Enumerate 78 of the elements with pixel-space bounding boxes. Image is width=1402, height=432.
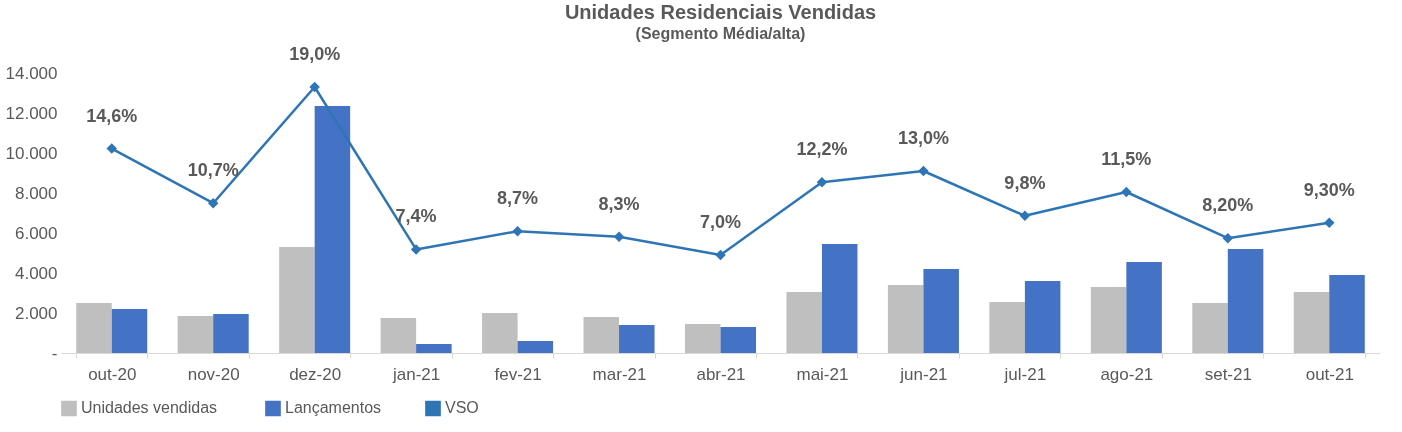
point [1222,232,1234,244]
y-tick-label: 10.000 [5,143,58,163]
y-tick-label: 8.000 [14,183,58,203]
point [613,231,625,243]
x-tick-label: abr-21 [696,364,746,384]
x-tick-label: fev-21 [494,364,542,384]
point [309,81,320,93]
bar [416,344,452,353]
y-tick-label: 14.000 [5,63,58,83]
legend-label: VSO [445,399,479,417]
legend-label: Unidades vendidas [81,399,218,417]
bar [720,327,757,353]
x-tick-label: mar-21 [592,364,647,384]
point [1019,210,1031,222]
bar [1293,292,1330,353]
point [106,143,117,154]
data-label: 19,0% [289,44,341,64]
bar [111,309,148,353]
bar [989,302,1025,353]
data-label: 9,8% [1004,172,1046,193]
bar [517,341,554,353]
data-label: 10,7% [187,160,239,181]
data-label: 8,20% [1202,195,1254,216]
chart-subtitle: (Segmento Média/alta) [635,25,806,42]
data-label: 11,5% [1101,149,1152,169]
point [410,244,422,255]
data-label: 8,3% [598,193,640,214]
bar [76,303,112,353]
y-tick-label: 12.000 [5,103,58,123]
bar [619,325,655,353]
bar [1227,249,1264,353]
data-label: 8,7% [497,188,539,209]
y-tick-label: - [51,343,58,363]
bar [1329,275,1365,353]
bar [380,318,417,353]
point [918,165,929,177]
x-tick-label: set-21 [1204,364,1252,384]
bar [482,313,518,353]
x-tick-label: jul-21 [1003,364,1047,384]
y-tick-label: 4.000 [14,263,58,283]
bar [1090,287,1127,353]
bar [684,324,721,353]
data-label: 12,2% [796,139,848,160]
x-tick-label: nov-20 [187,364,240,384]
x-tick-label: out-21 [1305,364,1354,384]
bar [887,285,924,353]
point [1324,217,1335,229]
bar [314,106,351,353]
data-label: 7,4% [395,206,437,227]
bar [1024,281,1061,353]
x-tick-label: jan-21 [391,364,441,384]
bar [213,314,249,353]
bar [583,317,620,353]
y-tick-label: 6.000 [14,223,58,243]
point [512,225,523,237]
bar [821,244,858,353]
bar [1192,303,1228,353]
data-label: 13,0% [897,128,949,148]
bar [1126,262,1162,353]
bar [279,247,315,353]
x-tick-label: ago-21 [1100,364,1154,384]
x-tick-label: out-20 [88,364,137,384]
bar [923,269,959,353]
point [816,176,828,188]
chart-title: Unidades Residenciais Vendidas [564,1,877,23]
data-label: 9,30% [1303,179,1355,200]
bar [177,316,214,353]
x-tick-label: jun-21 [899,364,948,384]
y-tick-label: 2.000 [14,303,58,323]
bar [786,292,822,353]
data-label: 7,0% [699,212,742,232]
x-tick-label: mai-21 [796,364,849,384]
x-tick-label: dez-20 [289,364,342,384]
point [715,249,726,261]
point [1121,186,1132,198]
point [207,197,219,209]
legend-label: Lançamentos [285,399,382,417]
data-label: 14,6% [86,105,138,126]
